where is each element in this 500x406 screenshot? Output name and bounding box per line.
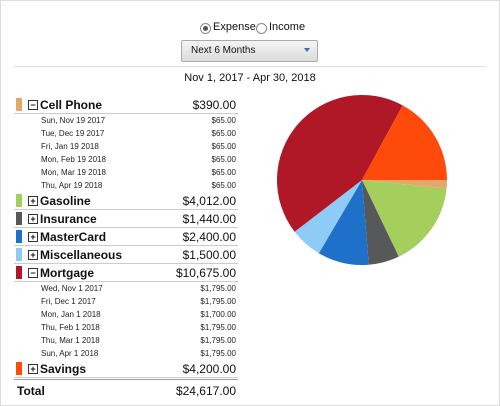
item-amount: $1,795.00 [200,297,236,306]
color-swatch [16,266,22,279]
pie-chart [277,94,447,265]
category-name[interactable]: Mortgage [40,266,94,280]
radio-label: Income [269,21,306,33]
category-amount: $1,500.00 [182,248,236,262]
pie-slice [294,180,362,254]
item-amount: $65.00 [211,155,236,164]
row-line [14,113,238,114]
color-swatch [16,194,22,207]
item-date: Sun, Apr 1 2018 [41,349,99,358]
item-amount: $1,795.00 [200,349,236,358]
pie-slice [277,94,403,232]
dropdown-arrow [304,48,310,52]
radio-dot [203,26,208,31]
expand-toggle[interactable]: − [28,268,38,278]
color-swatch [16,230,22,243]
row-line [14,377,238,378]
pie-slice [318,180,369,265]
row-line [14,209,238,210]
total-amount: $24,617.00 [175,384,236,398]
dropdown-label: Next 6 Months [191,45,256,56]
item-date: Tue, Dec 19 2017 [41,129,105,138]
category-amount: $1,440.00 [182,212,236,226]
dropdown[interactable]: Next 6 Months [181,40,318,62]
category-name[interactable]: Gasoline [40,194,91,208]
item-amount: $65.00 [211,181,236,190]
color-swatch [16,362,22,375]
category-amount: $10,675.00 [175,266,236,280]
item-amount: $65.00 [211,142,236,151]
item-date: Mon, Feb 19 2018 [41,155,106,164]
category-name[interactable]: MasterCard [40,230,107,244]
pie-slice [362,180,447,189]
category-name[interactable]: Miscellaneous [40,248,123,262]
total-line [14,379,238,380]
row-line [14,227,238,228]
expand-toggle[interactable]: + [28,364,38,374]
category-name[interactable]: Insurance [40,212,97,226]
item-amount: $65.00 [211,129,236,138]
expand-toggle[interactable]: + [28,250,38,260]
item-amount: $65.00 [211,116,236,125]
item-date: Mon, Mar 19 2018 [41,168,106,177]
item-date: Sun, Nov 19 2017 [41,116,106,125]
radio[interactable] [256,23,267,34]
pie-slice [362,180,399,265]
item-date: Mon, Jan 1 2018 [41,310,101,319]
item-amount: $65.00 [211,168,236,177]
item-amount: $1,795.00 [200,284,236,293]
item-date: Thu, Mar 1 2018 [41,336,100,345]
color-swatch [16,98,22,111]
category-name[interactable]: Cell Phone [40,98,103,112]
pie-slice [362,180,447,257]
expand-toggle[interactable]: + [28,214,38,224]
pie-slice [362,105,447,180]
row-line [14,263,238,264]
item-date: Thu, Feb 1 2018 [41,323,100,332]
expand-toggle[interactable]: + [28,232,38,242]
date-range: Nov 1, 2017 - Apr 30, 2018 [184,72,316,84]
radio-label: Expense [213,21,256,33]
color-swatch [16,248,22,261]
expand-toggle[interactable]: + [28,196,38,206]
category-name[interactable]: Savings [40,362,87,376]
category-amount: $2,400.00 [182,230,236,244]
category-amount: $390.00 [192,98,236,112]
category-amount: $4,012.00 [182,194,236,208]
radio[interactable] [200,23,211,34]
item-date: Thu, Apr 19 2018 [41,181,103,190]
item-date: Fri, Dec 1 2017 [41,297,96,306]
category-amount: $4,200.00 [182,362,236,376]
item-amount: $1,700.00 [200,310,236,319]
item-amount: $1,795.00 [200,323,236,332]
row-line [14,245,238,246]
item-amount: $1,795.00 [200,336,236,345]
color-swatch [16,212,22,225]
expand-toggle[interactable]: − [28,100,38,110]
item-date: Wed, Nov 1 2017 [41,284,103,293]
row-line [14,281,238,282]
divider [14,66,486,67]
total-label: Total [17,384,45,398]
item-date: Fri, Jan 19 2018 [41,142,99,151]
